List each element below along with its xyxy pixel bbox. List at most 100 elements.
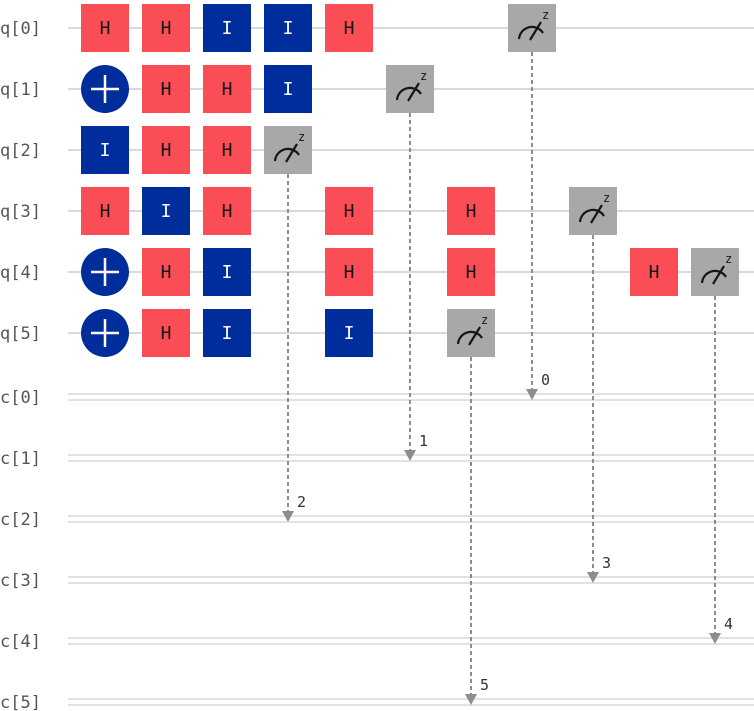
clbit-index-label: 0 <box>541 371 550 389</box>
gate-box <box>447 187 495 235</box>
gate-label: H <box>222 201 233 222</box>
measure-gate[interactable]: z <box>447 309 495 357</box>
arrow-down-icon <box>526 389 538 400</box>
hadamard-gate[interactable]: H <box>447 248 495 296</box>
arrow-down-icon <box>709 633 721 644</box>
cnot-target-gate[interactable] <box>81 309 129 357</box>
gate-box <box>142 126 190 174</box>
gate-box <box>203 4 251 52</box>
basis-label: z <box>481 313 488 327</box>
gate-box <box>447 248 495 296</box>
identity-gate[interactable]: I <box>203 248 251 296</box>
qubit-label: q[5] <box>0 324 41 344</box>
gate-label: I <box>283 18 294 39</box>
gate-box <box>203 309 251 357</box>
gate-label: H <box>466 201 477 222</box>
identity-gate[interactable]: I <box>264 4 312 52</box>
hadamard-gate[interactable]: H <box>203 65 251 113</box>
gate-box <box>386 65 434 113</box>
clbit-label: c[2] <box>0 510 41 530</box>
clbit-label: c[1] <box>0 449 41 469</box>
clbit-label: c[4] <box>0 632 41 652</box>
measure-gate[interactable]: z <box>264 126 312 174</box>
arrow-down-icon <box>404 450 416 461</box>
gate-label: H <box>161 262 172 283</box>
measure-gate[interactable]: z <box>691 248 739 296</box>
arrow-down-icon <box>282 511 294 522</box>
gate-label: I <box>222 262 233 283</box>
gate-label: H <box>344 262 355 283</box>
hadamard-gate[interactable]: H <box>81 187 129 235</box>
gate-label: I <box>222 323 233 344</box>
identity-gate[interactable]: I <box>264 65 312 113</box>
register-labels: q[0] q[1] q[2] q[3] q[4] q[5] c[0] c[1] c[2] c[3]… <box>0 19 41 711</box>
meter-icon <box>395 82 422 102</box>
gate-box <box>325 309 373 357</box>
hadamard-gate[interactable]: H <box>325 4 373 52</box>
clbit-index-label: 3 <box>602 554 611 572</box>
basis-label: z <box>298 130 305 144</box>
gate-label: I <box>344 323 355 344</box>
gate-box <box>630 248 678 296</box>
gate-label: H <box>344 18 355 39</box>
measurement-lines: 0 1 2 3 4 5 <box>282 52 733 705</box>
measure-gate[interactable]: z <box>386 65 434 113</box>
identity-gate[interactable]: I <box>325 309 373 357</box>
qubit-label: q[2] <box>0 141 41 161</box>
cnot-target-gate[interactable] <box>81 248 129 296</box>
gate-box <box>142 309 190 357</box>
hadamard-gate[interactable]: H <box>630 248 678 296</box>
meter-icon <box>456 326 483 346</box>
gate-label: H <box>222 79 233 100</box>
identity-gate[interactable]: I <box>203 4 251 52</box>
gate-box <box>81 187 129 235</box>
gate-box <box>264 65 312 113</box>
clbit-index-label: 5 <box>480 676 489 694</box>
basis-label: z <box>542 8 549 22</box>
gate-box <box>203 126 251 174</box>
gate-label: H <box>161 18 172 39</box>
arrow-down-icon <box>465 694 477 705</box>
gate-box <box>203 65 251 113</box>
gate-box <box>264 4 312 52</box>
clbit-index-label: 2 <box>297 493 306 511</box>
gate-box <box>142 65 190 113</box>
hadamard-gate[interactable]: H <box>325 248 373 296</box>
basis-label: z <box>725 252 732 266</box>
gate-box <box>142 4 190 52</box>
clbit-index-label: 1 <box>419 432 428 450</box>
gate-label: H <box>100 201 111 222</box>
gate-box <box>203 248 251 296</box>
identity-gate[interactable]: I <box>142 187 190 235</box>
identity-gate[interactable]: I <box>81 126 129 174</box>
identity-gate[interactable]: I <box>203 309 251 357</box>
meter-icon <box>273 143 300 163</box>
gate-label: I <box>283 79 294 100</box>
hadamard-gate[interactable]: H <box>142 309 190 357</box>
gate-label: I <box>161 201 172 222</box>
basis-label: z <box>420 69 427 83</box>
meter-icon <box>578 204 605 224</box>
hadamard-gate[interactable]: H <box>203 187 251 235</box>
gate-box <box>203 187 251 235</box>
gate-label: H <box>466 262 477 283</box>
cnot-target-gate[interactable] <box>81 65 129 113</box>
gate-box <box>142 248 190 296</box>
hadamard-gate[interactable]: H <box>142 4 190 52</box>
meter-icon <box>517 21 544 41</box>
measure-gate[interactable]: z <box>508 4 556 52</box>
hadamard-gate[interactable]: H <box>447 187 495 235</box>
hadamard-gate[interactable]: H <box>81 4 129 52</box>
gate-box <box>81 4 129 52</box>
hadamard-gate[interactable]: H <box>142 65 190 113</box>
measure-gate[interactable]: z <box>569 187 617 235</box>
clbit-label: c[3] <box>0 571 41 591</box>
hadamard-gate[interactable]: H <box>203 126 251 174</box>
gate-label: H <box>344 201 355 222</box>
hadamard-gate[interactable]: H <box>142 248 190 296</box>
hadamard-gate[interactable]: H <box>325 187 373 235</box>
gate-label: H <box>100 18 111 39</box>
gate-label: H <box>649 262 660 283</box>
gate-box <box>81 126 129 174</box>
hadamard-gate[interactable]: H <box>142 126 190 174</box>
